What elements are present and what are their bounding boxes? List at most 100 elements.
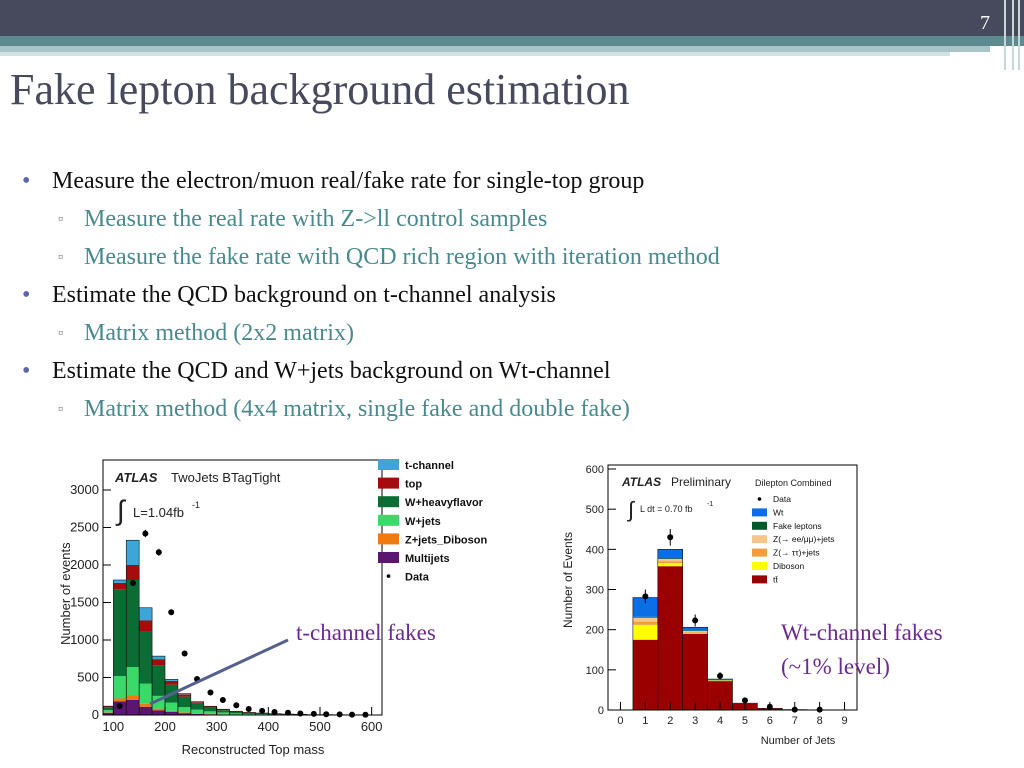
lumi-exponent: -1 (707, 501, 713, 508)
legend-label: W+heavyflavor (405, 497, 484, 509)
lumi-label: L=1.04fb (133, 505, 184, 520)
y-tick-label: 600 (586, 464, 604, 476)
bullet-item: Estimate the QCD and W+jets background o… (22, 358, 720, 396)
atlas-label: ATLAS (621, 475, 661, 489)
slide-number: 7 (980, 12, 990, 34)
legend-swatch (752, 521, 767, 530)
y-tick-label: 500 (586, 504, 604, 516)
data-point (142, 530, 149, 537)
legend-swatch (752, 535, 767, 544)
legend-marker (386, 574, 391, 578)
legend-label: tt̄ (773, 574, 778, 584)
bar-segment (139, 703, 153, 707)
bar-segment (216, 709, 230, 711)
bar-segment (103, 707, 114, 711)
bar-segment (190, 713, 204, 715)
header-bar (0, 0, 1024, 36)
y-axis-label: Number of Events (561, 532, 575, 628)
header-stripe-lighter (0, 52, 950, 56)
legend-marker (757, 497, 762, 501)
x-tick-label: 100 (102, 719, 124, 734)
x-tick-label: 1 (642, 715, 648, 727)
bar-segment (103, 712, 114, 715)
y-tick-label: 0 (92, 707, 99, 722)
header-stripe (0, 36, 1024, 46)
legend-swatch (378, 533, 399, 545)
legend-swatch (752, 548, 767, 557)
bar-segment (657, 563, 683, 567)
bar-segment (152, 659, 165, 666)
integral-sign: ∫ (115, 495, 127, 526)
bar-segment (126, 695, 140, 700)
data-point (181, 650, 188, 657)
y-tick-label: 0 (598, 705, 604, 717)
bar-segment (657, 558, 683, 562)
legend-label: Wt (773, 507, 784, 517)
x-tick-label: 0 (617, 715, 623, 727)
y-tick-label: 2000 (70, 557, 99, 572)
bar-segment (177, 707, 191, 713)
bullet-list: Measure the electron/muon real/fake rate… (22, 168, 720, 434)
y-tick-label: 400 (586, 544, 604, 556)
bar-segment (126, 565, 140, 580)
bar-segment (203, 707, 217, 712)
legend-swatch (378, 514, 399, 526)
x-tick-label: 300 (206, 719, 228, 734)
bar-segment (657, 558, 683, 559)
bar-segment (177, 696, 191, 708)
bar-segment (682, 630, 708, 633)
bullet-item: Estimate the QCD background on t-channel… (22, 282, 720, 320)
sub-bullet-item: Measure the real rate with Z->ll control… (22, 206, 720, 244)
bar-segment (632, 616, 658, 618)
legend-label: W+jets (405, 516, 441, 528)
bar-segment (152, 665, 165, 696)
y-axis-label: Number of events (58, 542, 73, 645)
bar-segment (203, 711, 217, 714)
bar-segment (177, 693, 191, 695)
wt-fakes-label: Wt-channel fakes (781, 620, 943, 645)
sub-bullet-item: Matrix method (2x2 matrix) (22, 320, 720, 358)
legend-swatch (752, 508, 767, 517)
bar-segment (113, 583, 127, 590)
x-tick-label: 5 (742, 715, 748, 727)
legend-label: Data (405, 572, 430, 584)
y-tick-label: 500 (77, 670, 99, 685)
bar-segment (190, 709, 204, 714)
bar-segment (657, 566, 683, 710)
bar-segment (216, 712, 230, 715)
legend-label: Fake leptons (773, 521, 822, 531)
data-point (717, 672, 724, 679)
y-tick-label: 3000 (70, 482, 99, 497)
bar-segment (139, 607, 153, 621)
bar-segment (190, 702, 204, 704)
y-tick-label: 1500 (70, 595, 99, 610)
x-tick-label: 7 (792, 715, 798, 727)
legend-swatch (378, 459, 399, 470)
bar-segment (632, 617, 658, 622)
legend-swatch (378, 477, 399, 489)
bar-segment (242, 712, 256, 714)
bar-segment (229, 711, 243, 714)
bar-segment (632, 639, 658, 710)
legend-label: Z+jets_Diboson (405, 534, 487, 546)
x-tick-label: 2 (667, 715, 673, 727)
plot-frame (607, 464, 858, 711)
data-point (259, 707, 266, 714)
channel-label: Dilepton Combined (755, 478, 832, 488)
bar-segment (632, 621, 658, 625)
bar-segment (126, 540, 140, 565)
wt-njets-plot: Number of Events Number of Jets ATLAS Pr… (561, 464, 858, 747)
bar-segment (682, 627, 708, 631)
decor-line (1018, 0, 1020, 70)
legend-swatch (752, 562, 767, 570)
x-tick-label: 500 (309, 719, 331, 734)
bar-segment (139, 631, 153, 684)
integral-sign: ∫ (626, 497, 636, 522)
bar-segment (255, 714, 269, 715)
data-point (155, 549, 162, 556)
bar-segment (216, 710, 230, 713)
lumi-label: L dt = 0.70 fb (640, 504, 692, 514)
legend-swatch (378, 496, 399, 508)
data-point (207, 689, 214, 696)
bar-segment (103, 706, 114, 708)
